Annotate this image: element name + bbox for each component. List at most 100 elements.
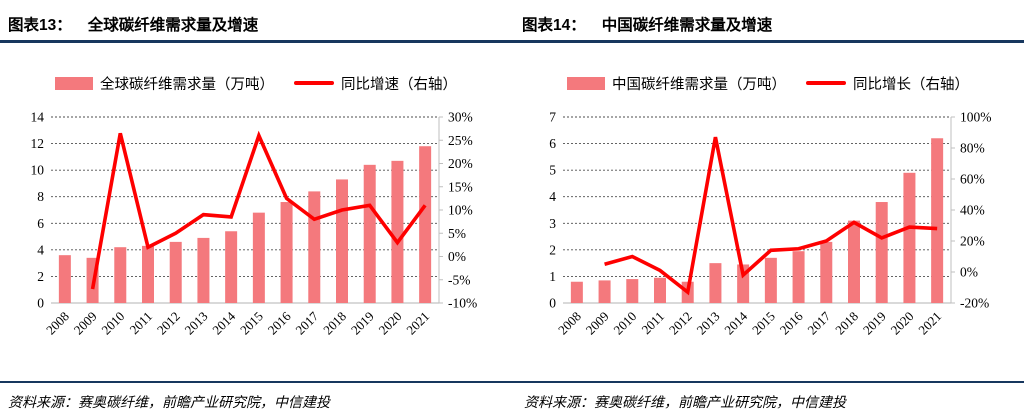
left-axis-label: 4 — [549, 189, 556, 204]
bar-2011 — [654, 277, 666, 303]
bar-2008 — [570, 281, 583, 303]
x-axis-label-2014: 2014 — [209, 308, 238, 337]
left-axis-label: 6 — [37, 216, 44, 231]
left-axis-label: 7 — [549, 110, 556, 125]
x-axis-label-2016: 2016 — [777, 308, 806, 337]
right-axis-label: 40% — [960, 203, 985, 218]
left-axis-label: 0 — [37, 296, 44, 311]
bar-2016 — [792, 251, 805, 303]
right-axis-label: -10% — [448, 296, 477, 311]
x-axis-label-2018: 2018 — [832, 309, 861, 338]
global-chart-legend: 全球碳纤维需求量（万吨） 同比增速（右轴） — [55, 73, 457, 93]
chart13-title: 图表13： 全球碳纤维需求量及增速 — [0, 0, 512, 40]
right-axis-label: 5% — [448, 226, 466, 241]
right-axis-label: 10% — [448, 203, 473, 218]
bar-2020 — [903, 172, 916, 303]
china-demand-chart-panel: 中国碳纤维需求量（万吨） 同比增长（右轴） 0 1 2 3 4 5 6 7 -20% 0% 20% 40… — [512, 43, 1024, 373]
bar-legend-swatch — [567, 76, 605, 90]
x-axis-label-2012: 2012 — [154, 309, 183, 338]
chart13-title-text: 全球碳纤维需求量及增速 — [87, 17, 259, 34]
titles-row: 图表13： 全球碳纤维需求量及增速 图表14： 中国碳纤维需求量及增速 — [0, 0, 1024, 40]
left-axis-label: 2 — [37, 269, 44, 284]
x-axis-label-2013: 2013 — [694, 309, 723, 338]
bar-2018 — [848, 220, 860, 303]
x-axis-label-2012: 2012 — [666, 309, 695, 338]
chart13-title-label: 图表13： — [8, 17, 72, 34]
legend-item-bar: 中国碳纤维需求量（万吨） — [567, 73, 786, 94]
bar-2009 — [598, 280, 611, 303]
chart14-title-label: 图表14： — [522, 17, 586, 34]
x-axis-label-2015: 2015 — [237, 309, 266, 338]
title-underline-rule — [0, 40, 1024, 43]
bar-2008 — [58, 255, 71, 303]
bar-2010 — [114, 247, 127, 303]
bar-2017 — [820, 241, 833, 303]
right-axis-label: 25% — [448, 133, 473, 148]
china-chart-legend: 中国碳纤维需求量（万吨） 同比增长（右轴） — [567, 73, 969, 93]
bar-2015 — [252, 212, 265, 303]
x-axis-label-2011: 2011 — [126, 309, 155, 338]
bar-2017 — [308, 191, 321, 303]
bar-2011 — [142, 245, 154, 303]
chart14-title-text: 中国碳纤维需求量及增速 — [601, 17, 773, 34]
right-axis-label: 20% — [960, 234, 985, 249]
right-axis-label: 15% — [448, 179, 473, 194]
global-demand-chart-panel: 全球碳纤维需求量（万吨） 同比增速（右轴） 0 2 4 6 8 10 12 14 -10% -5% 0… — [0, 43, 512, 373]
left-axis-label: 14 — [31, 110, 45, 125]
line-legend-swatch — [294, 81, 334, 85]
x-axis-label-2008: 2008 — [555, 309, 584, 338]
bar-2010 — [626, 279, 639, 303]
chart14-title: 图表14： 中国碳纤维需求量及增速 — [512, 0, 1024, 40]
legend-label: 同比增长（右轴） — [853, 76, 969, 93]
bar-2018 — [336, 179, 348, 303]
left-axis-label: 6 — [549, 136, 556, 151]
legend-item-line: 同比增长（右轴） — [806, 73, 969, 94]
china-demand-chart: 01234567-20%0%20%40%60%80%100%2008200920… — [549, 110, 991, 338]
x-axis-label-2019: 2019 — [860, 309, 889, 338]
bar-2019 — [875, 202, 888, 303]
x-axis-label-2021: 2021 — [915, 309, 944, 338]
charts-row: 全球碳纤维需求量（万吨） 同比增速（右轴） 0 2 4 6 8 10 12 14 -10% -5% 0… — [0, 43, 1024, 373]
bar-2013 — [197, 237, 210, 303]
bar-2016 — [280, 202, 293, 303]
right-axis-label: -5% — [448, 272, 471, 287]
x-axis-label-2014: 2014 — [721, 308, 750, 337]
x-axis-label-2019: 2019 — [348, 309, 377, 338]
bar-2019 — [363, 164, 376, 303]
legend-label: 同比增速（右轴） — [341, 76, 457, 93]
x-axis-label-2008: 2008 — [43, 309, 72, 338]
x-axis-label-2020: 2020 — [376, 309, 405, 338]
growth-line — [90, 130, 427, 290]
x-axis-label-2010: 2010 — [610, 309, 639, 338]
bar-2021 — [419, 146, 432, 303]
bar-2014 — [225, 231, 238, 303]
x-axis-label-2021: 2021 — [403, 309, 432, 338]
left-axis-label: 4 — [37, 242, 44, 257]
chart13-source-note: 资料来源：赛奥碳纤维，前瞻产业研究院，中信建投 — [8, 396, 330, 411]
x-axis-label-2015: 2015 — [749, 309, 778, 338]
chart14-source-note: 资料来源：赛奥碳纤维，前瞻产业研究院，中信建投 — [524, 396, 846, 411]
x-axis-label-2009: 2009 — [71, 309, 100, 338]
bar-legend-swatch — [55, 76, 93, 90]
bar-2020 — [391, 160, 404, 303]
right-axis-label: 30% — [448, 110, 473, 125]
right-axis-label: 0% — [960, 265, 978, 280]
right-axis-label: 0% — [448, 249, 466, 264]
legend-label: 中国碳纤维需求量（万吨） — [612, 76, 786, 93]
right-axis-label: 60% — [960, 172, 985, 187]
line-legend-swatch — [806, 81, 846, 85]
right-axis-label: 20% — [448, 156, 473, 171]
legend-label: 全球碳纤维需求量（万吨） — [100, 76, 274, 93]
bar-2015 — [764, 257, 777, 303]
left-axis-label: 10 — [31, 163, 45, 178]
x-axis-label-2011: 2011 — [638, 309, 667, 338]
x-axis-label-2020: 2020 — [888, 309, 917, 338]
global-demand-chart: 0 2 4 6 8 10 12 14 -10% -5% 0% 5% 10% 15% 20% 25% 30% 200… — [31, 110, 478, 338]
x-axis-label-2018: 2018 — [320, 309, 349, 338]
left-axis-label: 1 — [549, 269, 556, 284]
legend-item-bar: 全球碳纤维需求量（万吨） — [55, 73, 274, 94]
x-axis-label-2017: 2017 — [292, 308, 321, 337]
growth-line — [604, 136, 938, 296]
sources-row: 资料来源：赛奥碳纤维，前瞻产业研究院，中信建投 资料来源：赛奥碳纤维，前瞻产业研… — [0, 383, 1024, 412]
bar-2012 — [169, 241, 182, 303]
